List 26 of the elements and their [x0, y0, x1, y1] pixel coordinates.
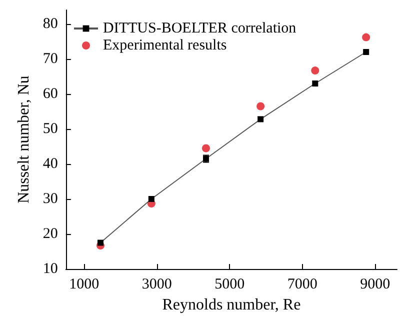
point	[258, 116, 264, 122]
x-tick-label: 9000	[360, 276, 390, 292]
point	[202, 144, 210, 152]
x-tick-label: 5000	[214, 276, 245, 292]
y-tick-label: 60	[42, 86, 58, 102]
y-tick-label: 80	[42, 16, 58, 32]
y-tick-label: 50	[42, 121, 58, 137]
point	[256, 102, 265, 110]
y-tick-label: 20	[42, 226, 58, 242]
point	[362, 33, 370, 42]
x-axis-title: Reynolds number, Re	[162, 296, 301, 314]
y-tick-label: 10	[42, 261, 58, 277]
point	[311, 66, 320, 75]
x-tick-label: 1000	[69, 276, 100, 292]
legend-label: Experimental results	[103, 38, 227, 54]
y-axis-title: Nusselt number, Nu	[16, 76, 32, 204]
point	[148, 196, 154, 202]
x-tick-label: 7000	[287, 276, 318, 292]
y-tick-label: 70	[42, 51, 58, 67]
point	[97, 240, 104, 246]
y-tick-label: 30	[42, 191, 58, 207]
point	[312, 80, 318, 86]
point	[363, 49, 370, 55]
y-tick-label: 40	[42, 156, 58, 172]
x-tick-label: 3000	[142, 276, 172, 292]
legend-label: DITTUS-BOELTER correlation	[103, 20, 297, 36]
